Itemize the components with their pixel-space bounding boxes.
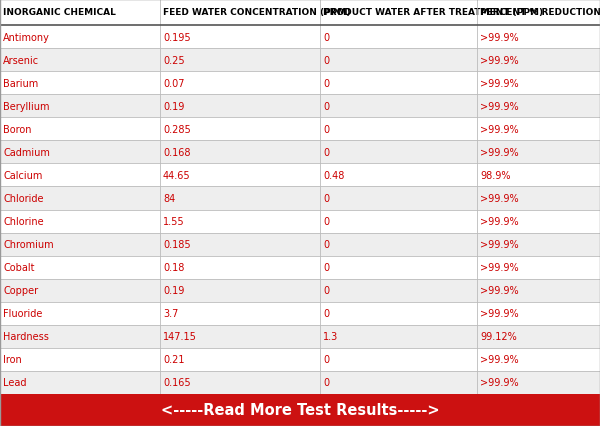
- Bar: [0, 118, 600, 141]
- Bar: [0, 26, 600, 49]
- Text: 0: 0: [323, 239, 329, 250]
- Bar: [0, 141, 600, 164]
- Text: Copper: Copper: [3, 285, 38, 296]
- Text: 0: 0: [323, 193, 329, 204]
- Bar: [0, 256, 600, 279]
- Text: PERCENT % REDUCTION: PERCENT % REDUCTION: [480, 9, 600, 17]
- Bar: [0, 72, 600, 95]
- Text: >99.9%: >99.9%: [480, 285, 518, 296]
- Text: >99.9%: >99.9%: [480, 377, 518, 388]
- Text: Antimony: Antimony: [3, 32, 50, 43]
- Text: >99.9%: >99.9%: [480, 55, 518, 66]
- Text: 0.21: 0.21: [163, 354, 185, 365]
- Text: Chloride: Chloride: [3, 193, 44, 204]
- Bar: [0, 210, 600, 233]
- Text: Lead: Lead: [3, 377, 26, 388]
- Text: PRODUCT WATER AFTER TREATMENT (PPM): PRODUCT WATER AFTER TREATMENT (PPM): [323, 9, 543, 17]
- Text: >99.9%: >99.9%: [480, 124, 518, 135]
- Text: 0.168: 0.168: [163, 147, 191, 158]
- Bar: [0, 49, 600, 72]
- Text: INORGANIC CHEMICAL: INORGANIC CHEMICAL: [3, 9, 116, 17]
- Text: 0.19: 0.19: [163, 285, 184, 296]
- Text: 1.55: 1.55: [163, 216, 185, 227]
- Text: 0.48: 0.48: [323, 170, 344, 181]
- Text: Boron: Boron: [3, 124, 32, 135]
- Bar: [0, 279, 600, 302]
- Text: Fluoride: Fluoride: [3, 308, 43, 319]
- Text: 1.3: 1.3: [323, 331, 338, 342]
- Text: Cadmium: Cadmium: [3, 147, 50, 158]
- Text: <-----Read More Test Results----->: <-----Read More Test Results----->: [161, 403, 439, 417]
- Text: 0.19: 0.19: [163, 101, 184, 112]
- Text: 0.165: 0.165: [163, 377, 191, 388]
- Bar: [0, 233, 600, 256]
- Text: 0.25: 0.25: [163, 55, 185, 66]
- Text: Beryllium: Beryllium: [3, 101, 49, 112]
- Text: >99.9%: >99.9%: [480, 147, 518, 158]
- Text: >99.9%: >99.9%: [480, 32, 518, 43]
- Text: >99.9%: >99.9%: [480, 354, 518, 365]
- Text: Arsenic: Arsenic: [3, 55, 39, 66]
- Text: Hardness: Hardness: [3, 331, 49, 342]
- Text: 0: 0: [323, 55, 329, 66]
- Bar: [0, 371, 600, 394]
- Text: Chlorine: Chlorine: [3, 216, 44, 227]
- Bar: [0, 394, 600, 426]
- Text: 0: 0: [323, 308, 329, 319]
- Text: >99.9%: >99.9%: [480, 262, 518, 273]
- Text: Cobalt: Cobalt: [3, 262, 35, 273]
- Text: Calcium: Calcium: [3, 170, 43, 181]
- Text: 0: 0: [323, 78, 329, 89]
- Text: >99.9%: >99.9%: [480, 239, 518, 250]
- Text: 0.195: 0.195: [163, 32, 191, 43]
- Text: >99.9%: >99.9%: [480, 78, 518, 89]
- Text: 0: 0: [323, 101, 329, 112]
- Text: 0: 0: [323, 147, 329, 158]
- Text: 44.65: 44.65: [163, 170, 191, 181]
- Text: 99.12%: 99.12%: [480, 331, 517, 342]
- Text: 0: 0: [323, 377, 329, 388]
- Text: 98.9%: 98.9%: [480, 170, 511, 181]
- Bar: [0, 164, 600, 187]
- Text: 0: 0: [323, 285, 329, 296]
- Text: 0: 0: [323, 216, 329, 227]
- Text: 147.15: 147.15: [163, 331, 197, 342]
- Bar: [0, 187, 600, 210]
- Text: >99.9%: >99.9%: [480, 193, 518, 204]
- Bar: [0, 348, 600, 371]
- Bar: [0, 325, 600, 348]
- Text: >99.9%: >99.9%: [480, 101, 518, 112]
- Text: 0.18: 0.18: [163, 262, 184, 273]
- Text: 0.185: 0.185: [163, 239, 191, 250]
- Text: >99.9%: >99.9%: [480, 216, 518, 227]
- Bar: [0, 0, 600, 26]
- Text: Chromium: Chromium: [3, 239, 53, 250]
- Bar: [0, 302, 600, 325]
- Text: 0: 0: [323, 354, 329, 365]
- Text: 3.7: 3.7: [163, 308, 178, 319]
- Text: >99.9%: >99.9%: [480, 308, 518, 319]
- Text: 0: 0: [323, 262, 329, 273]
- Text: Iron: Iron: [3, 354, 22, 365]
- Bar: [0, 95, 600, 118]
- Text: Barium: Barium: [3, 78, 38, 89]
- Text: 0.07: 0.07: [163, 78, 185, 89]
- Text: 84: 84: [163, 193, 175, 204]
- Text: 0: 0: [323, 124, 329, 135]
- Text: 0.285: 0.285: [163, 124, 191, 135]
- Text: 0: 0: [323, 32, 329, 43]
- Text: FEED WATER CONCENTRATION (PPM): FEED WATER CONCENTRATION (PPM): [163, 9, 350, 17]
